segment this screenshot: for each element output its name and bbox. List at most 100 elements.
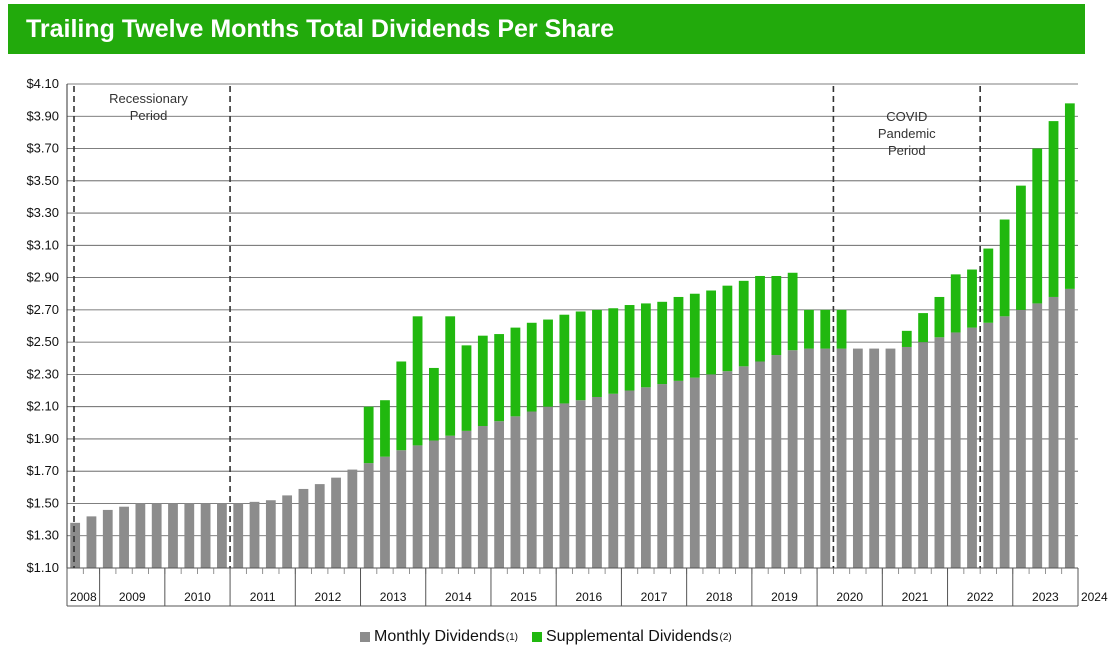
y-tick-label: $2.50 xyxy=(26,334,59,349)
bar-supplemental xyxy=(510,327,521,417)
bar-supplemental xyxy=(494,334,505,422)
y-tick-label: $2.30 xyxy=(26,366,59,381)
y-tick-label: $1.50 xyxy=(26,495,59,510)
bar-monthly xyxy=(314,484,325,568)
bar-monthly xyxy=(200,503,211,568)
bar-monthly xyxy=(950,332,961,568)
legend-item-supplemental: Supplemental Dividends (2) xyxy=(531,628,732,646)
y-tick-label: $2.10 xyxy=(26,399,59,414)
legend-label-monthly: Monthly Dividends xyxy=(374,628,505,645)
bar-monthly xyxy=(901,346,912,568)
bar-supplemental xyxy=(967,269,977,328)
bar-supplemental xyxy=(640,303,651,388)
bar-monthly xyxy=(592,396,602,568)
bar-monthly xyxy=(86,516,97,568)
bar-monthly xyxy=(119,506,129,568)
bar-supplemental xyxy=(706,290,716,375)
bar-monthly xyxy=(184,503,195,568)
y-tick-label: $3.30 xyxy=(26,205,59,220)
title-bar: Trailing Twelve Months Total Dividends P… xyxy=(8,4,1085,54)
legend-label-supplemental: Supplemental Dividends xyxy=(545,628,719,645)
bar-supplemental xyxy=(396,361,407,451)
bar-supplemental xyxy=(673,296,684,381)
bar-monthly xyxy=(918,342,928,568)
y-tick-label: $1.10 xyxy=(26,560,59,575)
x-year-label: 2024 xyxy=(1081,590,1108,604)
x-year-label: 2010 xyxy=(184,590,211,604)
bar-supplemental xyxy=(559,314,570,404)
x-year-label: 2017 xyxy=(641,590,668,604)
bar-monthly xyxy=(396,450,407,568)
annotation-label: Pandemic xyxy=(878,126,936,141)
bar-supplemental xyxy=(836,309,847,349)
y-tick-label: $3.50 xyxy=(26,173,59,188)
annotation-label: Period xyxy=(888,143,926,158)
bar-monthly xyxy=(755,361,765,568)
x-year-label: 2020 xyxy=(836,590,863,604)
bar-monthly xyxy=(249,501,260,568)
bar-monthly xyxy=(380,456,390,568)
bar-monthly xyxy=(1048,296,1059,568)
x-year-label: 2019 xyxy=(771,590,798,604)
bar-supplemental xyxy=(624,305,635,391)
bar-monthly xyxy=(706,374,716,568)
bar-monthly xyxy=(787,350,798,568)
y-tick-label: $3.90 xyxy=(26,108,59,123)
bar-monthly xyxy=(363,463,374,568)
bar-supplemental xyxy=(1032,148,1043,304)
bar-supplemental xyxy=(363,406,374,464)
bar-monthly xyxy=(217,503,227,568)
bar-monthly xyxy=(347,469,358,568)
bar-supplemental xyxy=(804,309,814,349)
bar-monthly xyxy=(738,366,749,568)
y-tick-label: $3.10 xyxy=(26,237,59,252)
legend-item-monthly: Monthly Dividends (1) xyxy=(360,628,518,646)
bar-monthly xyxy=(1064,288,1075,568)
bar-monthly xyxy=(967,327,977,568)
bar-monthly xyxy=(151,503,162,568)
legend-note-supplemental: (2) xyxy=(719,631,732,643)
y-tick-label: $2.70 xyxy=(26,302,59,317)
bar-supplemental xyxy=(429,367,439,441)
legend-note-monthly: (1) xyxy=(505,631,518,643)
bar-monthly xyxy=(510,416,521,568)
bar-supplemental xyxy=(950,274,961,333)
bar-monthly xyxy=(852,348,863,568)
bar-supplemental xyxy=(575,311,586,401)
bar-supplemental xyxy=(999,219,1010,317)
y-tick-label: $4.10 xyxy=(26,76,59,91)
bar-monthly xyxy=(298,488,309,568)
bar-supplemental xyxy=(771,275,782,356)
legend-swatch-supplemental xyxy=(531,632,542,642)
bar-supplemental xyxy=(755,275,765,362)
x-year-label: 2012 xyxy=(315,590,342,604)
bar-monthly xyxy=(575,400,586,568)
bar-monthly xyxy=(885,348,896,568)
bar-monthly xyxy=(673,380,684,568)
bar-supplemental xyxy=(608,308,619,394)
bar-supplemental xyxy=(934,296,945,338)
bar-supplemental xyxy=(526,322,537,412)
bar-monthly xyxy=(70,522,81,568)
bar-monthly xyxy=(445,435,456,568)
bar-supplemental xyxy=(543,319,553,407)
bar-monthly xyxy=(771,355,782,568)
annotation-label: Recessionary xyxy=(109,91,188,106)
bar-supplemental xyxy=(380,400,390,457)
x-year-label: 2014 xyxy=(445,590,472,604)
chart-legend: Monthly Dividends (1) Supplemental Divide… xyxy=(360,626,746,648)
bar-monthly xyxy=(608,393,619,568)
legend-swatch-monthly xyxy=(360,632,370,642)
bar-monthly xyxy=(135,503,146,568)
bar-supplemental xyxy=(1016,185,1026,310)
bar-monthly xyxy=(1032,303,1043,568)
y-tick-label: $2.90 xyxy=(26,270,59,285)
bar-supplemental xyxy=(412,316,423,446)
bar-monthly xyxy=(657,384,668,568)
bar-monthly xyxy=(477,426,488,568)
y-tick-label: $1.90 xyxy=(26,431,59,446)
bar-supplemental xyxy=(983,248,994,323)
bar-supplemental xyxy=(787,272,798,351)
bar-supplemental xyxy=(592,309,602,397)
bar-supplemental xyxy=(918,313,928,343)
